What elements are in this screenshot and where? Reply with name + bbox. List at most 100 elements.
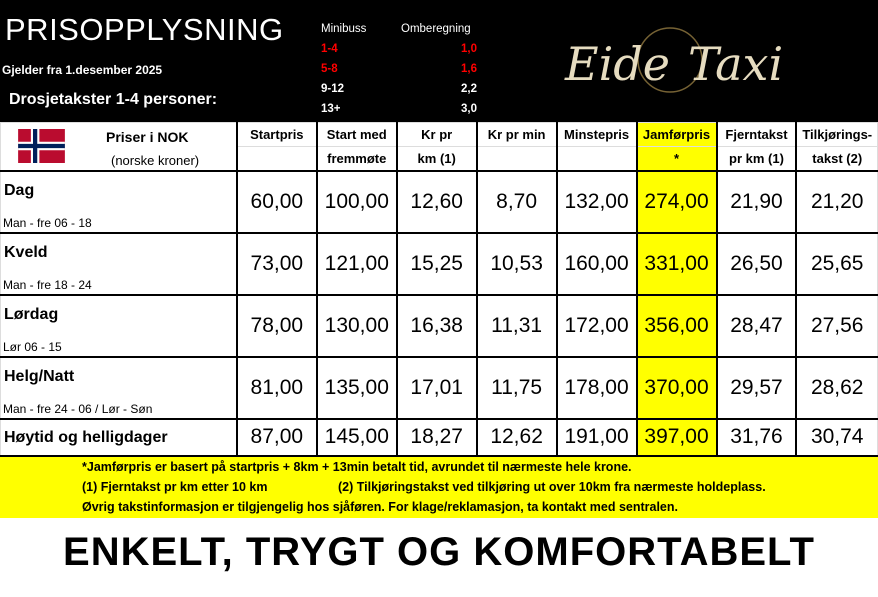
row-name: Høytid og helligdager — [4, 428, 168, 446]
note-info: Øvrig takstinformasjon er tilgjengelig h… — [82, 500, 678, 514]
price-cell: 130,00 — [315, 293, 398, 357]
price-cell: 397,00 — [635, 417, 717, 456]
footer-notes: *Jamførpris er basert på startpris + 8km… — [0, 455, 878, 518]
col-header: Kr pr min — [475, 122, 558, 147]
label-header: Priser i NOK (norske kroner) — [0, 122, 238, 171]
norway-flag-icon — [18, 129, 65, 163]
col-header: Tilkjørings- — [795, 122, 878, 147]
minibuss-header: Minibuss — [321, 23, 367, 35]
price-cell: 100,00 — [315, 169, 398, 233]
price-cell: 60,00 — [235, 169, 318, 233]
row-label: Dag Man - fre 06 - 18 — [0, 169, 238, 233]
col-subheader: takst (2) — [795, 146, 878, 171]
price-cell: 178,00 — [555, 355, 638, 419]
svg-text:Taxi: Taxi — [688, 37, 783, 91]
price-cell: 331,00 — [635, 231, 717, 295]
row-time: Lør 06 - 15 — [3, 339, 62, 354]
table-row: Lørdag Lør 06 - 15 78,00 130,00 16,38 11,31 17… — [0, 293, 878, 357]
price-cell: 28,62 — [795, 355, 878, 419]
header-row-top: Priser i NOK (norske kroner) Startpris S… — [0, 122, 878, 171]
eide-taxi-logo: Eide Taxi — [560, 22, 800, 102]
page-title: PRISOPPLYSNING — [5, 12, 284, 47]
row-name: Dag — [4, 181, 35, 199]
header-banner: PRISOPPLYSNING Gjelder fra 1.desember 20… — [0, 0, 878, 122]
price-cell: 132,00 — [555, 169, 638, 233]
price-cell: 135,00 — [315, 355, 398, 419]
col-subheader: pr km (1) — [715, 146, 797, 171]
row-name: Kveld — [4, 243, 48, 261]
price-cell: 145,00 — [315, 417, 398, 456]
col-header: Minstepris — [555, 122, 638, 147]
price-cell: 15,25 — [395, 231, 478, 295]
table-row: Dag Man - fre 06 - 18 60,00 100,00 12,60 8,70… — [0, 169, 878, 233]
row-time: Man - fre 24 - 06 / Lør - Søn — [3, 401, 153, 416]
price-cell: 25,65 — [795, 231, 878, 295]
price-cell: 21,20 — [795, 169, 878, 233]
row-label: Kveld Man - fre 18 - 24 — [0, 231, 238, 295]
price-cell: 10,53 — [475, 231, 558, 295]
price-cell: 28,47 — [715, 293, 797, 357]
minibuss-size: 1-4 — [321, 43, 338, 55]
minibuss-size: 5-8 — [321, 63, 338, 75]
price-cell: 17,01 — [395, 355, 478, 419]
price-cell: 26,50 — [715, 231, 797, 295]
col-subheader — [475, 146, 558, 171]
price-cell: 31,76 — [715, 417, 797, 456]
note-jamforpris: *Jamførpris er basert på startpris + 8km… — [82, 460, 632, 474]
table-row: Kveld Man - fre 18 - 24 73,00 121,00 15,25 10… — [0, 231, 878, 295]
minibuss-size: 9-12 — [321, 83, 345, 95]
minibuss-factor: 3,0 — [461, 103, 477, 115]
price-cell: 18,27 — [395, 417, 478, 456]
minibuss-factor: 1,6 — [461, 63, 477, 75]
label-bottom: (norske kroner) — [111, 153, 200, 168]
row-label: Helg/Natt Man - fre 24 - 06 / Lør - Søn — [0, 355, 238, 419]
price-cell: 356,00 — [635, 293, 717, 357]
col-header: Jamførpris — [635, 122, 717, 147]
svg-text:Eide: Eide — [564, 37, 670, 91]
price-cell: 172,00 — [555, 293, 638, 357]
table-row: Høytid og helligdager 87,00 145,00 18,27 12,… — [0, 417, 878, 456]
price-cell: 29,57 — [715, 355, 797, 419]
price-cell: 11,75 — [475, 355, 558, 419]
row-label: Høytid og helligdager — [0, 417, 238, 456]
price-cell: 27,56 — [795, 293, 878, 357]
row-time: Man - fre 18 - 24 — [3, 277, 92, 292]
price-cell: 12,60 — [395, 169, 478, 233]
col-header: Kr pr — [395, 122, 478, 147]
slogan: ENKELT, TRYGT OG KOMFORTABELT — [63, 530, 815, 574]
price-table: Priser i NOK (norske kroner) Startpris S… — [0, 122, 878, 456]
col-subheader: * — [635, 146, 717, 171]
label-top: Priser i NOK — [106, 129, 189, 145]
col-header: Fjerntakst — [715, 122, 797, 147]
price-cell: 73,00 — [235, 231, 318, 295]
price-cell: 81,00 — [235, 355, 318, 419]
minibuss-factor: 1,0 — [461, 43, 477, 55]
row-time: Man - fre 06 - 18 — [3, 215, 92, 230]
price-cell: 121,00 — [315, 231, 398, 295]
price-cell: 370,00 — [635, 355, 717, 419]
row-label: Lørdag Lør 06 - 15 — [0, 293, 238, 357]
price-cell: 274,00 — [635, 169, 717, 233]
price-cell: 160,00 — [555, 231, 638, 295]
table-row: Helg/Natt Man - fre 24 - 06 / Lør - Søn 81… — [0, 355, 878, 419]
price-cell: 191,00 — [555, 417, 638, 456]
price-cell: 16,38 — [395, 293, 478, 357]
row-name: Lørdag — [4, 305, 59, 323]
col-header: Start med — [315, 122, 398, 147]
valid-from: Gjelder fra 1.desember 2025 — [2, 63, 163, 77]
row-name: Helg/Natt — [4, 367, 75, 385]
price-cell: 8,70 — [475, 169, 558, 233]
col-subheader: km (1) — [395, 146, 478, 171]
col-subheader: fremmøte — [315, 146, 398, 171]
col-header: Startpris — [235, 122, 318, 147]
price-cell: 12,62 — [475, 417, 558, 456]
note-tilkjoring: (2) Tilkjøringstakst ved tilkjøring ut o… — [338, 480, 766, 494]
col-subheader — [235, 146, 318, 171]
price-cell: 87,00 — [235, 417, 318, 456]
note-fjerntakst: (1) Fjerntakst pr km etter 10 km — [82, 480, 268, 494]
col-subheader — [555, 146, 638, 171]
price-cell: 78,00 — [235, 293, 318, 357]
price-cell: 11,31 — [475, 293, 558, 357]
minibuss-factor: 2,2 — [461, 83, 477, 95]
subtitle: Drosjetakster 1-4 personer: — [9, 91, 218, 108]
